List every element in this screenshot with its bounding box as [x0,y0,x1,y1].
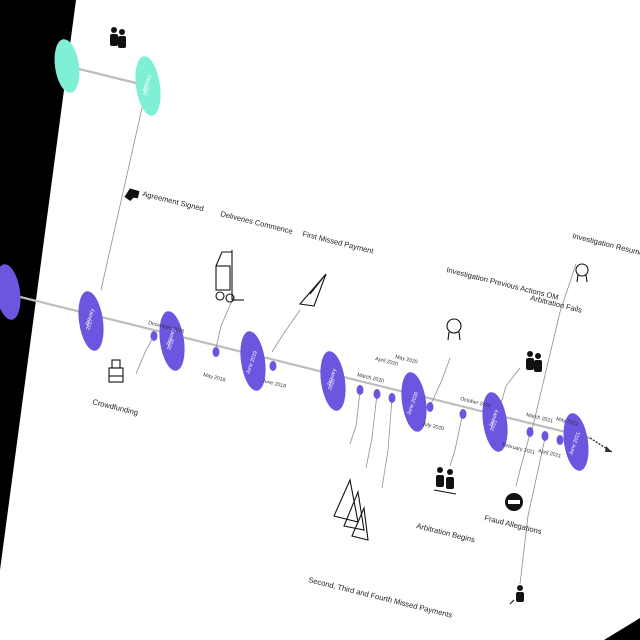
date-dot [270,361,277,371]
year-node [0,263,24,322]
date-dot [389,393,396,403]
date-dot [527,427,534,437]
date-dot [374,389,381,399]
date-dot [213,347,220,357]
date-dot [427,402,434,412]
date-dot [151,331,158,341]
date-dot [542,431,549,441]
mask-icon [505,493,523,511]
date-dot [460,409,467,419]
date-dot [557,435,564,445]
date-dot [357,385,364,395]
